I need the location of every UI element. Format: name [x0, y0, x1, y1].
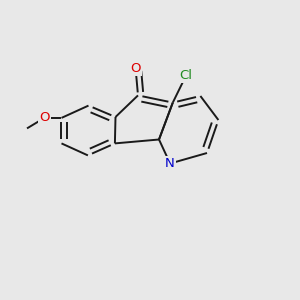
Text: N: N	[165, 157, 175, 170]
Text: Cl: Cl	[179, 69, 193, 82]
Text: O: O	[39, 111, 50, 124]
Text: O: O	[130, 62, 141, 75]
